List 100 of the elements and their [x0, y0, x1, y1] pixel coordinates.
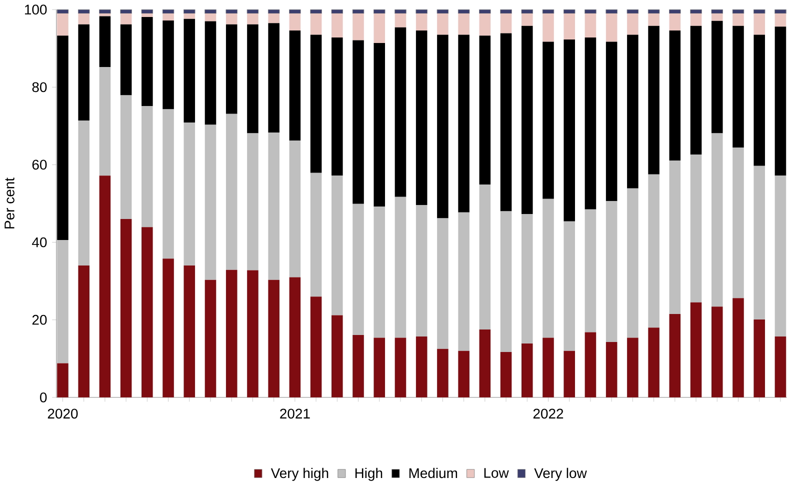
bar	[584, 9, 596, 14]
bar	[162, 109, 174, 258]
bar	[416, 9, 428, 14]
bar	[394, 27, 406, 197]
bar	[332, 37, 343, 176]
bar	[690, 13, 702, 26]
bar	[669, 9, 681, 14]
bar	[542, 13, 554, 42]
bar	[648, 9, 660, 14]
bar	[99, 66, 111, 176]
bar	[732, 298, 744, 398]
bar	[690, 26, 702, 154]
bar	[394, 338, 406, 398]
y-tick-label: 20	[32, 314, 47, 325]
bar	[564, 350, 575, 398]
bar	[352, 204, 364, 335]
bar	[247, 133, 258, 270]
bar	[204, 280, 216, 398]
bar	[141, 9, 154, 14]
bar	[627, 34, 638, 188]
bar	[120, 13, 132, 24]
bar	[204, 13, 216, 22]
bar	[184, 9, 196, 14]
bar	[247, 24, 258, 134]
bar	[78, 9, 90, 14]
bar	[479, 329, 491, 398]
bar	[289, 13, 301, 30]
bar	[564, 221, 575, 351]
bar	[99, 175, 111, 398]
bar	[78, 120, 90, 266]
bar	[416, 336, 428, 398]
bar	[162, 9, 174, 14]
bar	[289, 9, 301, 14]
bar	[437, 34, 448, 218]
bar	[648, 13, 660, 26]
bar	[352, 334, 364, 398]
bar	[120, 95, 132, 219]
bar	[99, 16, 111, 67]
bar	[310, 172, 322, 296]
bar	[310, 296, 322, 398]
bar	[711, 133, 723, 306]
bar	[352, 40, 364, 204]
bar	[774, 9, 786, 14]
bar	[416, 30, 428, 205]
bar	[690, 9, 702, 14]
bar	[289, 140, 301, 278]
bar	[584, 13, 596, 38]
bar	[99, 13, 111, 16]
bar	[584, 209, 596, 332]
bar	[204, 21, 216, 125]
bar	[754, 13, 765, 35]
bar	[542, 9, 554, 14]
bar	[754, 34, 765, 166]
bar	[690, 302, 702, 398]
bar	[606, 42, 618, 201]
bar	[310, 9, 322, 14]
bar	[437, 218, 448, 349]
bar	[78, 13, 90, 24]
bar	[289, 277, 301, 398]
bar	[774, 26, 786, 176]
bar	[162, 13, 174, 20]
bar	[374, 338, 386, 398]
bar	[268, 13, 280, 23]
y-tick-label: 80	[32, 82, 47, 92]
bar	[711, 20, 723, 134]
bar	[332, 315, 343, 398]
y-tick-label: 100	[24, 4, 47, 14]
x-tick-label: 2021	[280, 408, 310, 418]
bar	[522, 26, 533, 214]
bar	[246, 9, 259, 14]
bar	[352, 13, 364, 40]
bar	[754, 319, 765, 398]
bar	[394, 196, 406, 338]
y-tick-label: 0	[40, 392, 47, 402]
bar	[162, 20, 174, 110]
bar	[78, 265, 90, 398]
bar	[522, 13, 533, 26]
bar	[57, 363, 68, 398]
bar	[500, 9, 512, 14]
bar	[142, 13, 153, 17]
bar	[627, 338, 638, 398]
bar	[226, 13, 238, 24]
bar	[669, 30, 681, 160]
bar	[500, 13, 512, 34]
bar	[436, 9, 449, 14]
bar	[289, 30, 301, 141]
bar	[584, 332, 596, 398]
bar	[606, 9, 618, 14]
bar	[78, 24, 90, 120]
bar	[458, 350, 470, 398]
bar	[606, 201, 618, 342]
bar	[774, 336, 786, 398]
legend-label: Low	[484, 468, 509, 478]
bar	[374, 13, 386, 43]
legend-label: Medium	[409, 468, 458, 478]
bar	[268, 280, 280, 398]
bar	[648, 327, 660, 398]
bar	[584, 37, 596, 210]
bar	[711, 306, 723, 398]
bar	[774, 175, 786, 336]
